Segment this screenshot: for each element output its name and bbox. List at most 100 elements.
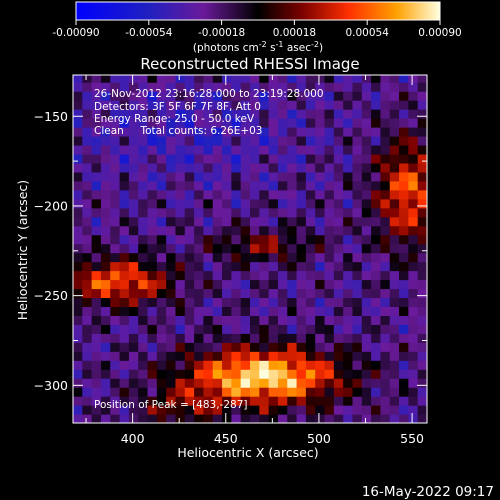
heatmap-cell <box>175 225 186 236</box>
heatmap-cell <box>343 288 354 299</box>
heatmap-cell <box>231 109 242 119</box>
heatmap-cell <box>250 405 260 415</box>
heatmap-cell <box>156 270 167 281</box>
heatmap-cell <box>91 100 102 110</box>
heatmap-cell <box>259 207 270 218</box>
annotation-peak: Position of Peak = [483,-287] <box>94 399 248 411</box>
heatmap-cell <box>296 180 307 191</box>
heatmap-cell <box>184 162 195 173</box>
heatmap-cell <box>203 189 214 200</box>
heatmap-cell <box>417 109 427 119</box>
heatmap-cell <box>305 189 316 200</box>
heatmap-cell <box>82 135 93 146</box>
heatmap-cell <box>212 100 223 110</box>
heatmap-cell <box>231 189 242 200</box>
heatmap-cell <box>203 171 214 182</box>
heatmap-cell <box>250 180 260 191</box>
heatmap-cell <box>296 414 307 423</box>
heatmap-cell <box>222 342 232 352</box>
heatmap-cell <box>371 91 382 101</box>
heatmap-cell <box>287 270 298 281</box>
heatmap-cell <box>73 180 83 191</box>
heatmap-cell <box>277 234 288 245</box>
heatmap-cell <box>231 171 242 182</box>
heatmap-cell <box>333 297 344 308</box>
heatmap-cell <box>399 198 409 209</box>
heatmap-cell <box>91 288 102 299</box>
heatmap-cell <box>389 396 400 406</box>
heatmap-cell <box>361 405 372 415</box>
heatmap-cell <box>250 351 260 361</box>
heatmap-cell <box>166 100 177 110</box>
heatmap-cell <box>91 75 102 83</box>
heatmap-cell <box>82 261 93 272</box>
heatmap-cell <box>240 207 251 218</box>
heatmap-cell <box>324 189 335 200</box>
colorbar-tick-label: -0.00018 <box>198 27 245 39</box>
heatmap-cell <box>119 153 130 164</box>
heatmap-cell <box>147 216 158 227</box>
heatmap-cell <box>408 387 419 397</box>
heatmap-cell <box>315 135 326 146</box>
heatmap-cell <box>222 216 232 227</box>
heatmap-cell <box>399 342 409 352</box>
heatmap-cell <box>212 414 223 423</box>
heatmap-cell <box>343 405 354 415</box>
heatmap-cell <box>203 225 214 236</box>
heatmap-cell <box>352 405 363 415</box>
heatmap-cell <box>212 118 223 128</box>
heatmap-cell <box>203 315 214 325</box>
heatmap-cell <box>138 171 149 182</box>
heatmap-cell <box>287 315 298 325</box>
heatmap-cell <box>73 369 83 379</box>
heatmap-cell <box>128 207 139 218</box>
heatmap-cell <box>259 75 270 83</box>
heatmap-cell <box>128 369 139 379</box>
heatmap-cell <box>203 405 214 415</box>
heatmap-cell <box>305 109 316 119</box>
heatmap-cell <box>371 324 382 334</box>
heatmap-cell <box>417 315 427 325</box>
heatmap-cell <box>73 414 83 423</box>
heatmap-cell <box>166 351 177 361</box>
heatmap-cell <box>259 153 270 164</box>
annotation-energy: Energy Range: 25.0 - 50.0 keV <box>94 113 255 125</box>
heatmap-cell <box>212 180 223 191</box>
heatmap-cell <box>175 243 186 254</box>
heatmap-cell <box>222 279 232 290</box>
heatmap-cell <box>184 198 195 209</box>
heatmap-cell <box>277 306 288 316</box>
heatmap-cell <box>166 414 177 423</box>
heatmap-cell <box>324 118 335 128</box>
heatmap-cell <box>175 333 186 343</box>
heatmap-cell <box>91 270 102 281</box>
heatmap-cell <box>259 118 270 128</box>
heatmap-cell <box>231 216 242 227</box>
heatmap-cell <box>380 75 391 83</box>
heatmap-cell <box>268 243 279 254</box>
heatmap-cell <box>240 387 251 397</box>
heatmap-cell <box>277 270 288 281</box>
heatmap-cell <box>389 189 400 200</box>
heatmap-cell <box>250 91 260 101</box>
heatmap-cell <box>166 234 177 245</box>
heatmap-cell <box>138 216 149 227</box>
heatmap-cell <box>324 279 335 290</box>
heatmap-cell <box>287 207 298 218</box>
heatmap-cell <box>166 225 177 236</box>
heatmap-cell <box>296 75 307 83</box>
heatmap-cell <box>371 180 382 191</box>
heatmap-cell <box>138 135 149 146</box>
heatmap-cell <box>389 127 400 137</box>
heatmap-cell <box>82 109 93 119</box>
heatmap-cell <box>222 297 232 308</box>
heatmap-cell <box>100 252 111 263</box>
heatmap-cell <box>91 189 102 200</box>
heatmap-cell <box>408 369 419 379</box>
heatmap-cell <box>222 414 232 423</box>
heatmap-cell <box>212 75 223 83</box>
heatmap-cell <box>119 135 130 146</box>
heatmap-cell <box>315 261 326 272</box>
heatmap-cell <box>91 118 102 128</box>
heatmap-cell <box>222 405 232 415</box>
